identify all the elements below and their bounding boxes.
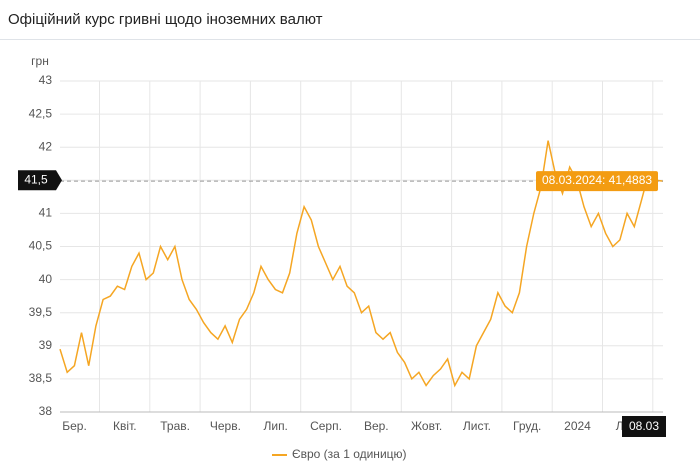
x-tick-label: Лист.: [463, 419, 491, 433]
x-tick-label: Вер.: [364, 419, 389, 433]
y-tick-label: 40: [39, 272, 53, 286]
x-tick-label: Груд.: [513, 419, 541, 433]
x-tick-label: Трав.: [160, 419, 190, 433]
x-tick-label: Серп.: [310, 419, 342, 433]
y-tick-label: 38: [39, 404, 53, 418]
y-tick-label: 42: [39, 139, 53, 153]
crosshair-x-label: 08.03: [629, 419, 659, 433]
tooltip-box: [536, 171, 658, 192]
y-tick-label: 41: [39, 206, 53, 220]
y-tick-label: 39: [39, 338, 53, 352]
x-tick-label: Жовт.: [411, 419, 442, 433]
x-tick-label: Черв.: [210, 419, 241, 433]
y-tick-label: 40,5: [29, 239, 53, 253]
crosshair-x-box: [622, 416, 666, 437]
crosshair-y-box: [18, 170, 62, 191]
y-axis-label: грн: [31, 54, 49, 68]
y-tick-label: 38,5: [29, 371, 53, 385]
x-tick-label: 2024: [564, 419, 591, 433]
x-tick-label: Лип.: [263, 419, 287, 433]
y-tick-label: 43: [39, 73, 53, 87]
legend-label: Євро (за 1 одиницю): [292, 447, 407, 461]
crosshair-y-label: 41,5: [24, 172, 48, 186]
tooltip-label: 08.03.2024: 41,4883: [542, 173, 652, 187]
y-tick-label: 42,5: [29, 106, 53, 120]
line-series: [59, 140, 664, 388]
chart: грн Бер. Квіт. Трав. Черв. Лип. Серп. Вер. Жовт…: [18, 54, 666, 461]
x-tick-label: Бер.: [62, 419, 87, 433]
x-tick-label: Квіт.: [113, 419, 137, 433]
header-title: Офіційний курс гривні щодо іноземних вал…: [0, 0, 700, 40]
y-tick-label: 39,5: [29, 305, 53, 319]
